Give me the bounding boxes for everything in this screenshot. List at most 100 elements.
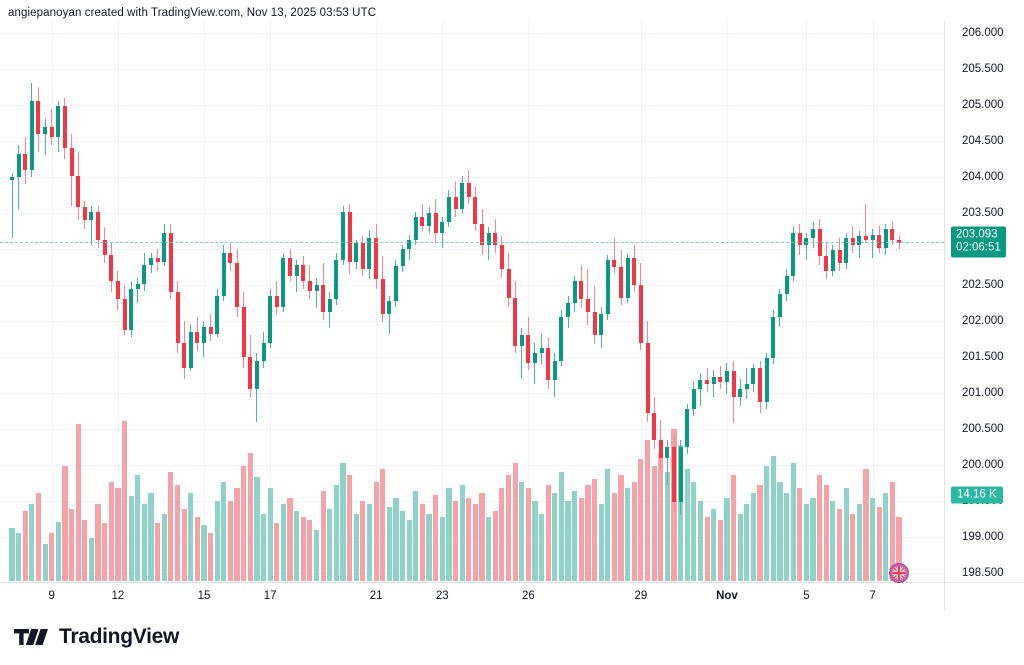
candle-wick — [865, 204, 867, 244]
volume-bar — [287, 497, 293, 581]
candle-body — [579, 281, 584, 300]
candlestick-series-layer — [0, 21, 944, 582]
candle-body — [327, 299, 332, 313]
volume-bar — [724, 497, 730, 581]
time-axis[interactable]: 912151721232629Nov571113 — [0, 563, 1011, 611]
volume-bar — [618, 475, 624, 581]
current-price-line — [0, 242, 944, 244]
candle-wick — [44, 119, 46, 156]
volume-bar — [22, 510, 28, 581]
price-axis-tick: 204.500 — [962, 135, 1004, 147]
candle-body — [354, 243, 359, 262]
volume-bar — [155, 523, 161, 581]
candle-body — [632, 257, 637, 285]
price-axis[interactable]: 206.000 205.500 205.000 204.500 204.000 203.5… — [944, 21, 1024, 582]
candle-body — [619, 267, 624, 298]
tradingview-logo: TradingView — [14, 625, 179, 649]
candle-body — [519, 335, 524, 347]
candle-body — [433, 213, 438, 234]
candle-body — [301, 264, 306, 282]
candle-body — [215, 295, 220, 334]
volume-bar — [452, 501, 459, 581]
volume-bar — [433, 494, 439, 581]
volume-value-badge[interactable]: 14.16 K — [951, 486, 1003, 504]
volume-bar — [605, 469, 611, 581]
gridline-horizontal — [0, 321, 944, 322]
volume-bar — [532, 501, 538, 581]
candle-body — [241, 306, 246, 357]
candle-body — [248, 357, 253, 390]
candle-body — [691, 389, 696, 409]
price-axis-tick: 198.500 — [962, 567, 1004, 579]
candle-body — [115, 281, 120, 300]
volume-bar — [565, 501, 571, 581]
candle-wick — [534, 342, 536, 385]
volume-bar — [638, 459, 644, 581]
candle-body — [811, 228, 816, 239]
volume-bar — [466, 497, 472, 581]
volume-bar — [340, 462, 346, 581]
chart-plot-area[interactable] — [0, 21, 944, 582]
volume-bar — [406, 520, 412, 581]
volume-bar — [227, 501, 234, 581]
candle-body — [109, 254, 114, 282]
price-axis-tick: 200.500 — [962, 423, 1004, 435]
candle-body — [784, 276, 789, 294]
candle-body — [837, 250, 842, 264]
volume-bar — [499, 488, 505, 581]
volume-bar — [307, 520, 313, 581]
volume-bar — [254, 477, 260, 581]
volume-bar — [479, 493, 485, 581]
candle-body — [400, 249, 405, 267]
volume-bar — [95, 504, 101, 581]
volume-bar — [486, 517, 492, 581]
candle-body — [513, 297, 518, 347]
price-axis-tick: 202.000 — [962, 315, 1004, 327]
candle-wick — [587, 269, 589, 325]
candle-body — [420, 216, 425, 226]
candle-body — [777, 293, 782, 318]
candle-body — [572, 281, 577, 303]
candle-body — [149, 257, 154, 265]
candle-body — [711, 377, 716, 385]
volume-bar — [115, 488, 121, 581]
volume-bar — [168, 472, 174, 581]
volume-bar — [711, 509, 717, 581]
volume-bar — [684, 469, 690, 581]
candle-body — [446, 197, 451, 222]
candle-body — [870, 234, 875, 241]
time-axis-tick: 17 — [263, 590, 277, 602]
candle-body — [10, 177, 14, 180]
candle-body — [254, 360, 259, 390]
candle-body — [493, 233, 498, 246]
candle-wick — [316, 277, 318, 309]
candle-body — [897, 240, 902, 243]
volume-bar — [201, 525, 207, 581]
candle-body — [599, 313, 604, 336]
candle-wick — [11, 173, 13, 239]
volume-bar — [803, 504, 809, 581]
volume-bar — [280, 504, 286, 581]
footer: TradingView — [0, 610, 1024, 665]
volume-bar — [241, 465, 247, 581]
candle-body — [102, 240, 107, 255]
gridline-horizontal — [0, 213, 944, 214]
candle-body — [281, 257, 286, 307]
current-price-badge[interactable]: 203.093 02:06:51 — [951, 226, 1006, 258]
price-axis-tick: 199.000 — [962, 531, 1004, 543]
volume-bar — [764, 465, 770, 581]
volume-bar — [658, 453, 664, 581]
candle-body — [89, 211, 94, 221]
gridline-horizontal — [0, 393, 944, 394]
candle-body — [532, 353, 537, 363]
volume-bar — [260, 513, 267, 581]
tradingview-wordmark: TradingView — [59, 625, 180, 648]
volume-bar — [870, 497, 876, 581]
candle-body — [824, 256, 829, 271]
gridline-vertical — [727, 21, 728, 582]
candle-body — [334, 259, 339, 300]
volume-bar — [274, 523, 280, 581]
volume-bar — [380, 469, 386, 581]
time-axis-tick: 26 — [521, 590, 535, 602]
gridline-horizontal — [0, 33, 944, 34]
